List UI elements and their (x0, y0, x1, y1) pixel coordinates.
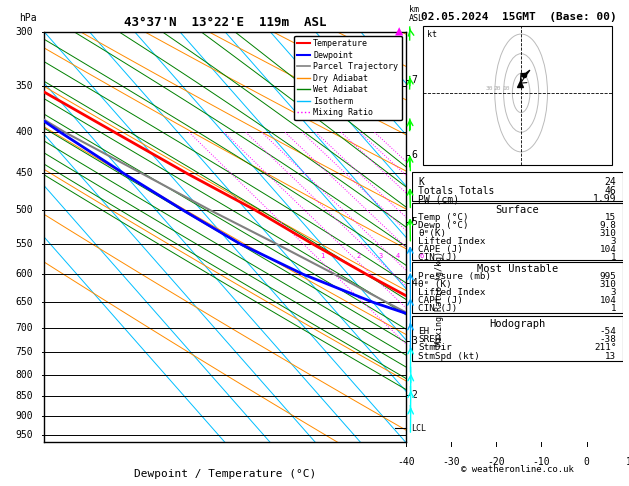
Text: 6: 6 (411, 150, 417, 160)
Bar (412, 173, 623, 201)
Text: 500: 500 (16, 206, 33, 215)
Legend: Temperature, Dewpoint, Parcel Trajectory, Dry Adiabat, Wet Adiabat, Isotherm, Mi: Temperature, Dewpoint, Parcel Trajectory… (294, 36, 401, 121)
Text: Mixing Ratio (g/kg): Mixing Ratio (g/kg) (435, 251, 443, 346)
Bar (412, 203, 623, 260)
Text: -54: -54 (599, 327, 616, 335)
Text: 900: 900 (16, 411, 33, 421)
Text: 7: 7 (411, 75, 417, 86)
Text: Surface: Surface (496, 206, 539, 215)
Text: -30: -30 (442, 457, 460, 467)
Text: 310: 310 (599, 280, 616, 289)
Text: 15: 15 (605, 213, 616, 223)
Text: 2: 2 (411, 390, 417, 400)
Text: 24: 24 (604, 177, 616, 187)
Text: 950: 950 (16, 430, 33, 440)
Text: θᵉ (K): θᵉ (K) (418, 280, 452, 289)
Text: 13: 13 (605, 352, 616, 361)
Text: 9.8: 9.8 (599, 222, 616, 230)
Text: 3: 3 (611, 238, 616, 246)
Text: K: K (418, 177, 424, 187)
Text: hPa: hPa (19, 14, 36, 23)
Text: 800: 800 (16, 370, 33, 380)
Text: 995: 995 (599, 272, 616, 281)
Text: CIN (J): CIN (J) (418, 253, 458, 262)
Text: 850: 850 (16, 391, 33, 401)
Text: Dewp (°C): Dewp (°C) (418, 222, 469, 230)
Text: 550: 550 (16, 239, 33, 249)
Text: CAPE (J): CAPE (J) (418, 245, 464, 255)
Text: 750: 750 (16, 347, 33, 357)
Text: θᵉ(K): θᵉ(K) (418, 229, 447, 239)
Text: 1.99: 1.99 (593, 194, 616, 204)
Text: 1: 1 (611, 253, 616, 262)
Text: 1: 1 (320, 253, 324, 259)
Text: 3: 3 (379, 253, 383, 259)
Text: 211°: 211° (594, 344, 616, 352)
Text: Temp (°C): Temp (°C) (418, 213, 469, 223)
Text: StmDir: StmDir (418, 344, 452, 352)
Text: 0: 0 (584, 457, 589, 467)
Text: 2: 2 (357, 253, 360, 259)
Text: 02.05.2024  15GMT  (Base: 00): 02.05.2024 15GMT (Base: 00) (421, 12, 617, 22)
Text: 3: 3 (411, 336, 417, 347)
Text: 1: 1 (611, 304, 616, 313)
Text: 5: 5 (411, 217, 417, 227)
Text: 3: 3 (611, 288, 616, 297)
Text: -10: -10 (533, 457, 550, 467)
Text: 310: 310 (599, 229, 616, 239)
Text: -38: -38 (599, 335, 616, 344)
Text: 350: 350 (16, 81, 33, 90)
Text: EH: EH (418, 327, 430, 335)
Bar (412, 262, 623, 313)
Text: 20: 20 (494, 86, 501, 90)
Text: 300: 300 (16, 27, 33, 36)
Text: kt: kt (426, 30, 437, 39)
Text: Lifted Index: Lifted Index (418, 288, 486, 297)
Text: 650: 650 (16, 297, 33, 307)
Text: 400: 400 (16, 127, 33, 137)
Text: Hodograph: Hodograph (489, 318, 545, 329)
Text: 4: 4 (411, 278, 417, 288)
Text: ▲: ▲ (395, 24, 404, 38)
Text: 10: 10 (503, 86, 510, 90)
Text: 104: 104 (599, 245, 616, 255)
Text: CIN (J): CIN (J) (418, 304, 458, 313)
Text: -40: -40 (397, 457, 415, 467)
Text: 700: 700 (16, 323, 33, 333)
Text: 600: 600 (16, 269, 33, 279)
Text: 6: 6 (420, 253, 424, 259)
Text: km
ASL: km ASL (409, 5, 425, 23)
Text: 30: 30 (485, 86, 493, 90)
Text: PW (cm): PW (cm) (418, 194, 459, 204)
Text: 104: 104 (599, 296, 616, 305)
Text: Dewpoint / Temperature (°C): Dewpoint / Temperature (°C) (134, 469, 316, 479)
Text: 10: 10 (626, 457, 629, 467)
Text: Most Unstable: Most Unstable (477, 264, 558, 274)
Text: -20: -20 (487, 457, 505, 467)
Text: LCL: LCL (411, 424, 426, 433)
Text: Totals Totals: Totals Totals (418, 186, 494, 195)
Text: 46: 46 (604, 186, 616, 195)
Text: © weatheronline.co.uk: © weatheronline.co.uk (461, 465, 574, 474)
Text: StmSpd (kt): StmSpd (kt) (418, 352, 480, 361)
Text: SREH: SREH (418, 335, 441, 344)
Text: Pressure (mb): Pressure (mb) (418, 272, 491, 281)
Bar (412, 316, 623, 361)
Title: 43°37'N  13°22'E  119m  ASL: 43°37'N 13°22'E 119m ASL (124, 16, 326, 29)
Text: 450: 450 (16, 169, 33, 178)
Text: Lifted Index: Lifted Index (418, 238, 486, 246)
Bar (423, 26, 612, 165)
Text: 4: 4 (396, 253, 400, 259)
Text: CAPE (J): CAPE (J) (418, 296, 464, 305)
